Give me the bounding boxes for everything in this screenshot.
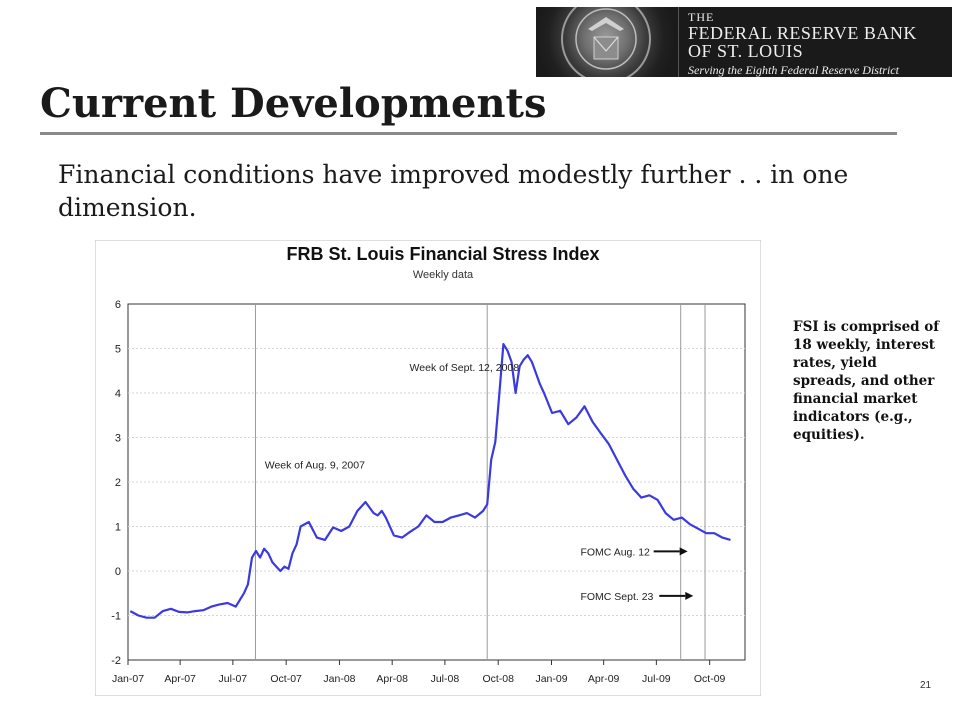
fsi-series-line [129,342,731,619]
y-tick-label: -2 [111,655,121,667]
logo-line-stlouis: OF ST. LOUIS [688,41,804,61]
y-tick-label: 4 [115,388,121,400]
x-tick-label: Jul-08 [431,673,460,685]
fed-seal-icon [536,7,676,77]
page-number: 21 [920,680,932,691]
logo-tagline: Serving the Eighth Federal Reserve Distr… [688,63,899,77]
annotation-arrowhead-4 [685,591,694,600]
x-tick-label: Jan-08 [323,673,355,685]
y-tick-label: 1 [115,522,121,534]
x-tick-label: Apr-07 [164,673,196,685]
x-tick-label: Apr-09 [588,673,620,685]
logo-wordmark: THE FEDERAL RESERVE BANK OF ST. LOUIS Se… [688,10,917,78]
x-tick-label: Jul-07 [219,673,248,685]
annotation-arrowhead-3 [679,547,688,556]
annotation-label-3: FOMC Aug. 12 [580,546,650,558]
chart-subtitle: Weekly data [413,269,474,281]
annotation-label-1: Week of Sept. 12, 2008 [410,362,520,374]
y-tick-label: 3 [115,433,121,445]
x-tick-label: Jan-09 [535,673,567,685]
x-tick-label: Jul-09 [642,673,671,685]
chart-title: FRB St. Louis Financial Stress Index [286,244,599,264]
y-tick-label: 6 [115,299,121,311]
fsi-note: FSI is comprised of 18 weekly, interest … [793,319,940,443]
logo-line-the: THE [688,10,715,24]
x-tick-label: Jan-07 [112,673,144,685]
x-tick-label: Oct-08 [482,673,514,685]
annotation-label-4: FOMC Sept. 23 [580,591,653,603]
slide-title: Current Developments [40,80,547,127]
y-tick-label: 5 [115,344,121,356]
fed-stl-logo: THE FEDERAL RESERVE BANK OF ST. LOUIS Se… [536,7,952,77]
slide-subtitle: Financial conditions have improved modes… [58,160,849,222]
y-tick-label: -1 [111,611,121,623]
x-tick-label: Apr-08 [376,673,408,685]
x-tick-label: Oct-07 [270,673,302,685]
logo-line-bank: FEDERAL RESERVE BANK [688,23,917,43]
y-tick-label: 0 [115,566,121,578]
annotation-label-2: Week of Aug. 9, 2007 [265,460,365,472]
y-tick-label: 2 [115,477,121,489]
fsi-chart: FRB St. Louis Financial Stress Index Week… [95,240,761,696]
fsi-chart-svg: FRB St. Louis Financial Stress Index Week… [95,240,761,696]
x-tick-label: Oct-09 [694,673,726,685]
title-divider [40,132,897,135]
